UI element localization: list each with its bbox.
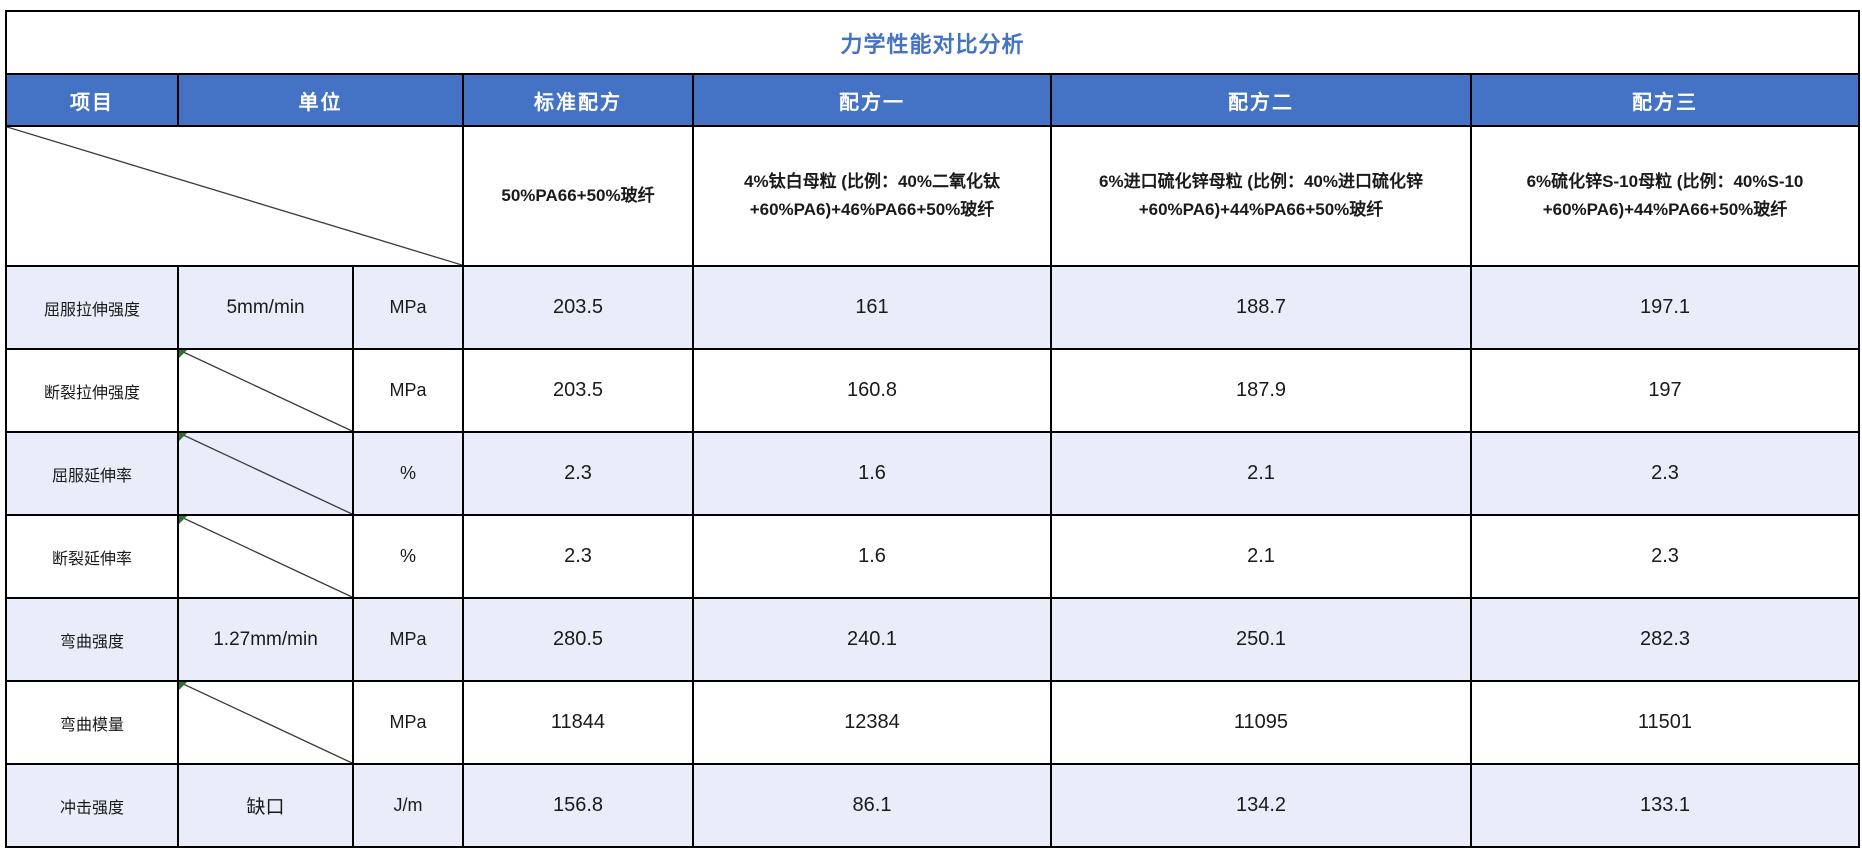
formula-2-description: 6%进口硫化锌母粒 (比例：40%进口硫化锌 +60%PA6)+44%PA66+…	[1052, 127, 1472, 267]
value-formula-2: 188.7	[1052, 267, 1472, 350]
value-formula-1: 240.1	[694, 599, 1052, 682]
value-standard: 280.5	[464, 599, 694, 682]
value-formula-3: 2.3	[1472, 516, 1860, 599]
column-header-item: 项目	[7, 75, 179, 127]
value-formula-1: 1.6	[694, 433, 1052, 516]
row-label: 断裂延伸率	[7, 516, 179, 599]
column-header-formula-2: 配方二	[1052, 75, 1472, 127]
row-label: 断裂拉伸强度	[7, 350, 179, 433]
value-standard: 2.3	[464, 433, 694, 516]
formula-3-description: 6%硫化锌S-10母粒 (比例：40%S-10 +60%PA6)+44%PA66…	[1472, 127, 1860, 267]
table-title: 力学性能对比分析	[7, 12, 1860, 75]
test-condition-cell: 缺口	[179, 765, 354, 848]
value-formula-2: 134.2	[1052, 765, 1472, 848]
error-flag-icon	[179, 682, 187, 690]
value-formula-1: 160.8	[694, 350, 1052, 433]
value-formula-3: 197.1	[1472, 267, 1860, 350]
row-label: 屈服延伸率	[7, 433, 179, 516]
value-formula-3: 11501	[1472, 682, 1860, 765]
diagonal-slash-icon	[179, 516, 352, 597]
test-condition-cell: 5mm/min	[179, 267, 354, 350]
error-flag-icon	[179, 516, 187, 524]
formula-1-description: 4%钛白母粒 (比例：40%二氧化钛 +60%PA6)+46%PA66+50%玻…	[694, 127, 1052, 267]
row-label: 冲击强度	[7, 765, 179, 848]
value-formula-2: 2.1	[1052, 516, 1472, 599]
diagonal-slash-icon	[179, 433, 352, 514]
empty-diagonal-cell	[179, 433, 354, 516]
value-standard: 203.5	[464, 267, 694, 350]
diagonal-header-cell	[7, 127, 464, 267]
value-formula-3: 133.1	[1472, 765, 1860, 848]
diagonal-slash-icon	[7, 127, 462, 265]
standard-formula-description: 50%PA66+50%玻纤	[464, 127, 694, 267]
diagonal-slash-icon	[179, 350, 352, 431]
value-formula-2: 250.1	[1052, 599, 1472, 682]
value-formula-2: 11095	[1052, 682, 1472, 765]
row-label: 屈服拉伸强度	[7, 267, 179, 350]
empty-diagonal-cell	[179, 682, 354, 765]
row-label: 弯曲强度	[7, 599, 179, 682]
error-flag-icon	[179, 433, 187, 441]
column-header-formula-1: 配方一	[694, 75, 1052, 127]
unit-cell: MPa	[354, 682, 464, 765]
column-header-formula-3: 配方三	[1472, 75, 1860, 127]
value-standard: 2.3	[464, 516, 694, 599]
error-flag-icon	[179, 350, 187, 358]
column-header-unit: 单位	[179, 75, 464, 127]
unit-cell: %	[354, 516, 464, 599]
value-formula-3: 197	[1472, 350, 1860, 433]
row-label: 弯曲模量	[7, 682, 179, 765]
unit-cell: J/m	[354, 765, 464, 848]
column-header-standard-formula: 标准配方	[464, 75, 694, 127]
unit-cell: %	[354, 433, 464, 516]
diagonal-slash-icon	[179, 682, 352, 763]
value-formula-3: 2.3	[1472, 433, 1860, 516]
value-formula-3: 282.3	[1472, 599, 1860, 682]
value-formula-2: 187.9	[1052, 350, 1472, 433]
value-formula-1: 161	[694, 267, 1052, 350]
value-formula-1: 86.1	[694, 765, 1052, 848]
empty-diagonal-cell	[179, 516, 354, 599]
empty-diagonal-cell	[179, 350, 354, 433]
value-standard: 11844	[464, 682, 694, 765]
unit-cell: MPa	[354, 350, 464, 433]
unit-cell: MPa	[354, 599, 464, 682]
mechanical-properties-table: 力学性能对比分析 项目 单位 标准配方 配方一 配方二 配方三 50%PA66+…	[5, 10, 1860, 848]
value-standard: 156.8	[464, 765, 694, 848]
value-formula-1: 1.6	[694, 516, 1052, 599]
unit-cell: MPa	[354, 267, 464, 350]
value-formula-2: 2.1	[1052, 433, 1472, 516]
test-condition-cell: 1.27mm/min	[179, 599, 354, 682]
value-formula-1: 12384	[694, 682, 1052, 765]
value-standard: 203.5	[464, 350, 694, 433]
